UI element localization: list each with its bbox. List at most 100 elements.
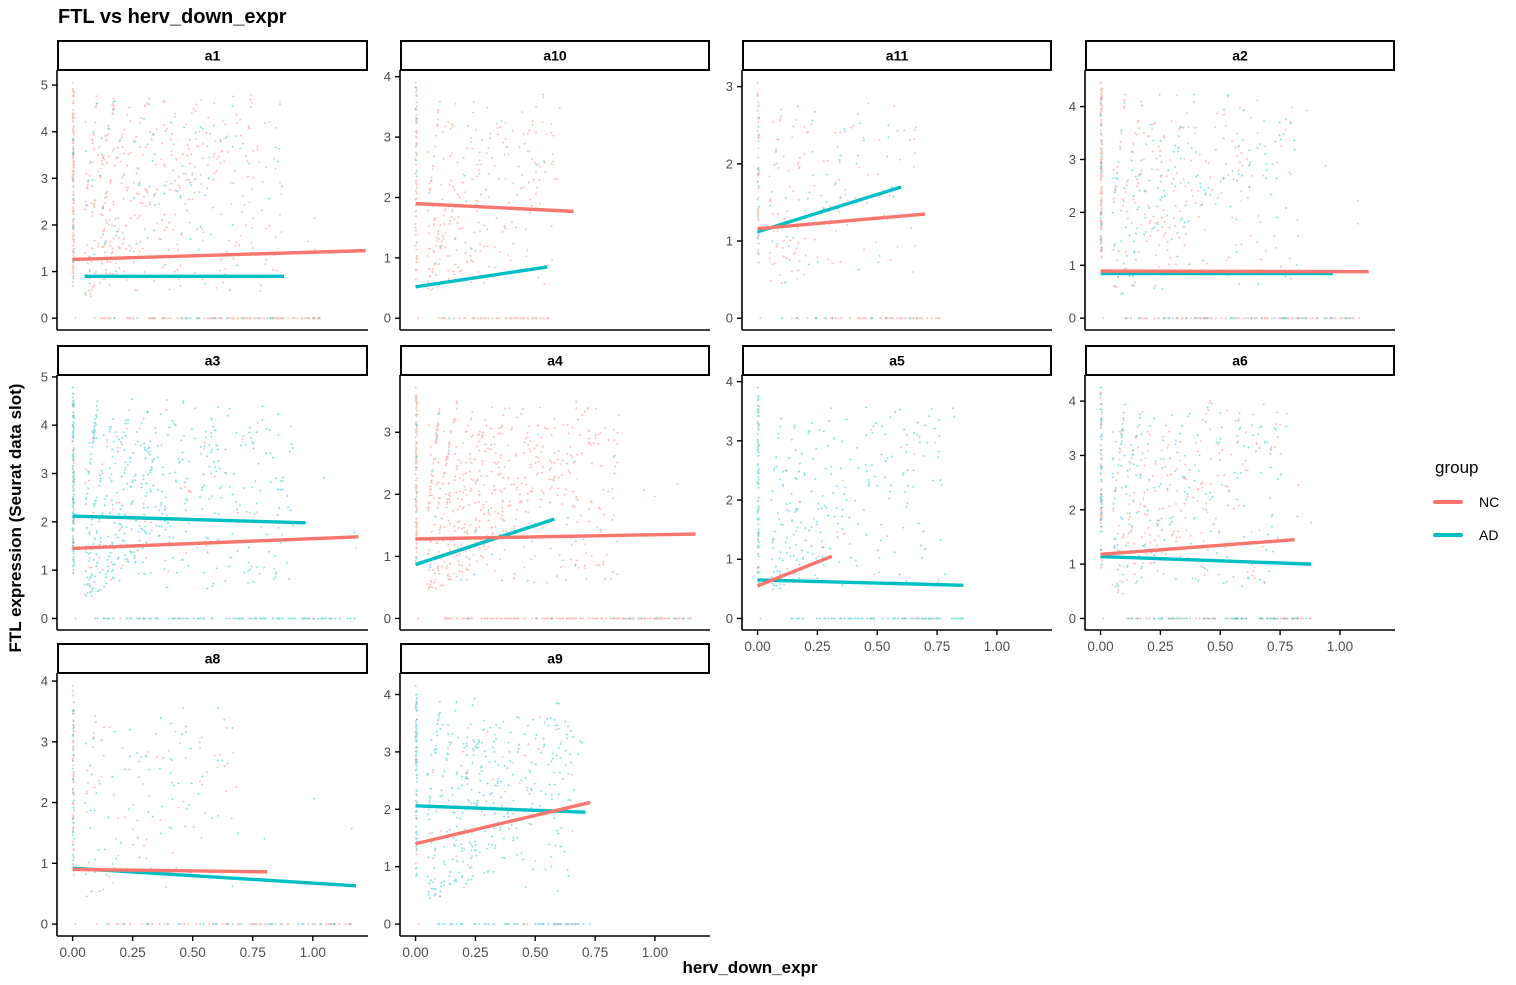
y-tick-label: 2 [41, 217, 48, 232]
ad-trend-line [757, 578, 964, 587]
x-tick-label: 0.75 [1267, 639, 1293, 654]
x-axis-title: herv_down_expr [682, 958, 818, 977]
ad-trend-line [757, 185, 902, 234]
facet-strip [400, 643, 710, 674]
x-tick-label: 0.50 [522, 945, 548, 960]
facet-strip [400, 40, 710, 71]
y-tick-label: 0 [384, 611, 391, 626]
nc-line-swatch-icon [1433, 500, 1463, 504]
legend-label-ad: AD [1479, 527, 1499, 543]
facet-panel-a1: a1 0 1 2 3 4 5 [41, 40, 368, 331]
nc-points [71, 684, 352, 926]
y-tick-label: 3 [1069, 152, 1076, 167]
y-tick-label: 0 [1069, 611, 1076, 626]
x-tick-label: 0.50 [180, 945, 206, 960]
facet-panel-a4: a4 0 1 2 3 [384, 345, 710, 631]
y-tick-label: 3 [726, 433, 733, 448]
ad-trend-line [415, 265, 548, 289]
y-tick-label: 0 [1069, 311, 1076, 326]
facet-strip-label: a4 [547, 353, 563, 369]
y-tick-label: 1 [1069, 258, 1076, 273]
legend-item-nc: NC [1433, 494, 1499, 510]
facet-strip [1085, 345, 1395, 376]
legend-label-nc: NC [1479, 494, 1500, 510]
y-tick-label: 4 [384, 687, 391, 702]
x-tick-label: 0.00 [59, 945, 85, 960]
ad-points [756, 386, 964, 620]
facet-strip [742, 345, 1052, 376]
facet-strip [57, 643, 368, 674]
nc-trend-line [1100, 537, 1295, 557]
nc-trend-line [756, 554, 833, 588]
facet-strip [57, 345, 368, 376]
ad-points [414, 684, 592, 926]
y-tick-label: 3 [41, 466, 48, 481]
facet-a3: a3 0 1 2 3 4 5 [21, 345, 372, 641]
nc-points [756, 424, 940, 620]
ad-points [1099, 93, 1352, 320]
nc-trend-line [1100, 269, 1369, 274]
y-tick-label: 3 [384, 744, 391, 759]
ad-points [414, 412, 685, 620]
facet-strip-label: a5 [889, 353, 905, 369]
facet-strip [742, 40, 1052, 71]
y-tick-label: 0 [726, 611, 733, 626]
facet-strip-label: a8 [205, 651, 221, 667]
legend: group NC AD [1433, 458, 1499, 560]
y-tick-label: 1 [726, 552, 733, 567]
ad-trend-line [72, 514, 306, 525]
facet-panel-a6: a6 0 1 2 3 4 0.00 0.25 0.50 0.75 1.00 [1069, 345, 1395, 654]
nc-points [414, 702, 580, 926]
x-tick-label: 0.25 [1147, 639, 1173, 654]
nc-points [414, 81, 561, 320]
nc-trend-line [72, 867, 268, 874]
facet-a5: a5 0 1 2 3 4 0.00 0.25 0.50 0.75 1.00 [706, 345, 1056, 671]
y-tick-label: 0 [726, 311, 733, 326]
x-tick-label: 0.25 [120, 945, 146, 960]
y-tick-label: 2 [384, 487, 391, 502]
nc-trend-line [72, 248, 366, 262]
x-tick-label: 1.00 [1327, 639, 1353, 654]
y-tick-label: 0 [384, 311, 391, 326]
facet-strip-label: a6 [1232, 353, 1248, 369]
nc-trend-line [757, 212, 926, 231]
facet-strip-label: a9 [547, 651, 563, 667]
y-tick-label: 0 [41, 917, 48, 932]
facet-a8: a8 0 1 2 3 4 0.00 0.25 0.50 0.75 1.00 [21, 643, 372, 977]
nc-points [1099, 391, 1313, 620]
nc-points [414, 386, 692, 620]
y-tick-label: 4 [1069, 99, 1076, 114]
y-tick-label: 2 [1069, 502, 1076, 517]
x-tick-label: 1.00 [984, 639, 1010, 654]
facet-a6: a6 0 1 2 3 4 0.00 0.25 0.50 0.75 1.00 [1049, 345, 1399, 671]
ad-trend-line [1100, 554, 1312, 566]
y-tick-label: 0 [41, 611, 48, 626]
y-tick-label: 5 [41, 78, 48, 93]
facet-panel-a9: a9 0 1 2 3 4 0.00 0.25 0.50 0.75 1.00 [384, 643, 710, 960]
facet-strip [57, 40, 368, 71]
facet-panel-a5: a5 0 1 2 3 4 0.00 0.25 0.50 0.75 1.00 [726, 345, 1052, 654]
y-tick-label: 0 [384, 917, 391, 932]
facet-strip-label: a1 [205, 48, 221, 64]
nc-points [1099, 81, 1361, 320]
facet-a1: a1 0 1 2 3 4 5 [21, 40, 372, 341]
y-tick-label: 4 [384, 69, 391, 84]
y-tick-label: 1 [726, 234, 733, 249]
y-tick-label: 5 [41, 369, 48, 384]
x-tick-label: 0.75 [240, 945, 266, 960]
y-tick-label: 3 [41, 734, 48, 749]
y-tick-label: 4 [1069, 394, 1076, 409]
facet-panel-a8: a8 0 1 2 3 4 0.00 0.25 0.50 0.75 1.00 [41, 643, 368, 960]
y-tick-label: 1 [384, 250, 391, 265]
y-tick-label: 1 [384, 549, 391, 564]
y-tick-label: 3 [726, 79, 733, 94]
x-tick-label: 0.75 [582, 945, 608, 960]
x-tick-label: 0.25 [804, 639, 830, 654]
facet-panel-a2: a2 0 1 2 3 4 [1069, 40, 1395, 331]
nc-points [71, 81, 321, 320]
y-tick-label: 0 [41, 311, 48, 326]
legend-title: group [1435, 458, 1479, 477]
ad-points [71, 707, 353, 926]
y-tick-label: 3 [384, 425, 391, 440]
